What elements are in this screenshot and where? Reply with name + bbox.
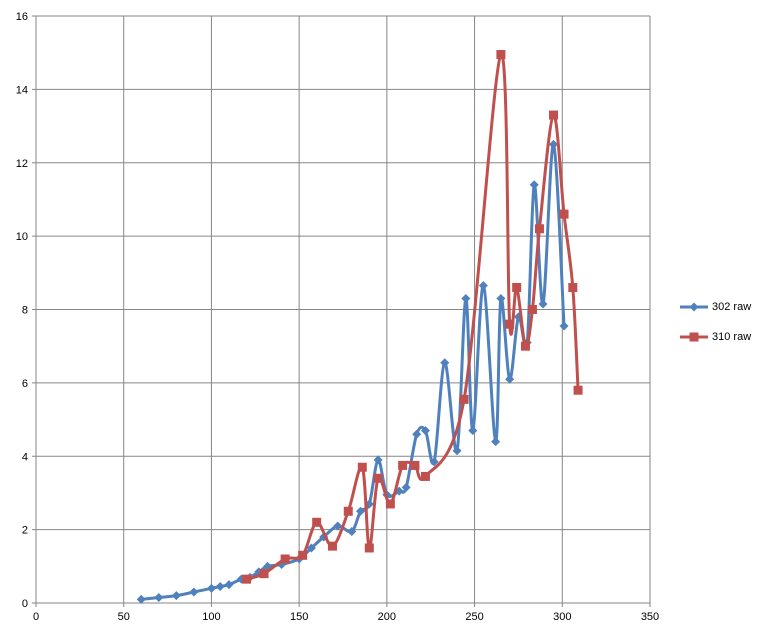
data-point	[496, 50, 506, 60]
data-point	[398, 460, 408, 470]
y-tick-label: 0	[22, 598, 28, 610]
data-point	[440, 358, 450, 368]
data-point	[327, 541, 337, 551]
legend-item-2: 310 raw	[680, 329, 765, 345]
data-point	[529, 180, 539, 190]
data-point	[189, 587, 199, 597]
data-point	[468, 426, 478, 436]
data-point	[568, 282, 578, 292]
legend: 302 raw 310 raw	[680, 299, 765, 359]
data-point	[549, 110, 559, 120]
data-point	[154, 592, 164, 602]
legend-label-1: 302 raw	[712, 301, 752, 313]
data-point	[215, 581, 225, 591]
y-tick-label: 10	[16, 231, 28, 243]
data-point	[347, 526, 357, 536]
data-point	[512, 282, 522, 292]
data-point	[559, 321, 569, 331]
data-point	[242, 574, 252, 584]
data-point	[364, 543, 374, 553]
legend-swatch-2	[680, 332, 708, 342]
series-2	[242, 50, 583, 584]
data-point	[357, 462, 367, 472]
data-point	[459, 394, 469, 404]
data-point	[333, 521, 343, 531]
y-tick-label: 12	[16, 158, 28, 170]
data-point	[224, 580, 234, 590]
x-tick-label: 300	[553, 611, 571, 623]
data-point	[280, 554, 290, 564]
data-point	[538, 299, 548, 309]
data-point	[412, 429, 422, 439]
data-point	[136, 594, 146, 604]
y-tick-label: 6	[22, 378, 28, 390]
x-tick-label: 350	[641, 611, 659, 623]
data-point	[527, 305, 537, 314]
data-point	[306, 543, 316, 553]
data-point	[505, 374, 515, 384]
data-point	[420, 426, 430, 436]
legend-item-1: 302 raw	[680, 299, 765, 315]
x-tick-label: 100	[202, 611, 220, 623]
y-tick-label: 2	[22, 525, 28, 537]
data-point	[356, 506, 366, 516]
data-point	[312, 517, 322, 527]
data-point	[401, 482, 411, 492]
data-point	[559, 209, 569, 219]
y-tick-label: 8	[22, 305, 28, 317]
data-point	[478, 281, 488, 291]
legend-label-2: 310 raw	[712, 331, 752, 343]
data-point	[206, 583, 216, 593]
data-point	[534, 224, 544, 234]
x-tick-label: 0	[33, 611, 39, 623]
data-point	[373, 455, 383, 465]
x-tick-label: 150	[290, 611, 308, 623]
data-point	[171, 591, 181, 601]
data-point	[505, 319, 515, 329]
x-tick-label: 50	[118, 611, 130, 623]
data-point	[520, 341, 530, 351]
data-point	[343, 506, 353, 516]
legend-swatch-1	[680, 302, 708, 312]
data-point	[373, 473, 383, 483]
y-tick-label: 14	[16, 84, 28, 96]
x-tick-label: 250	[465, 611, 483, 623]
data-point	[410, 460, 420, 470]
data-point	[429, 457, 439, 467]
series-1	[136, 139, 569, 604]
data-point	[461, 293, 471, 303]
data-point	[385, 499, 395, 509]
data-point	[259, 569, 269, 579]
data-point	[298, 550, 308, 560]
data-point	[549, 139, 559, 149]
data-point	[496, 293, 506, 303]
data-point	[491, 437, 501, 447]
data-point	[573, 385, 583, 395]
data-point	[420, 471, 430, 481]
x-tick-label: 200	[378, 611, 396, 623]
y-tick-label: 4	[22, 451, 28, 463]
y-tick-label: 16	[16, 11, 28, 23]
data-point	[452, 446, 462, 456]
